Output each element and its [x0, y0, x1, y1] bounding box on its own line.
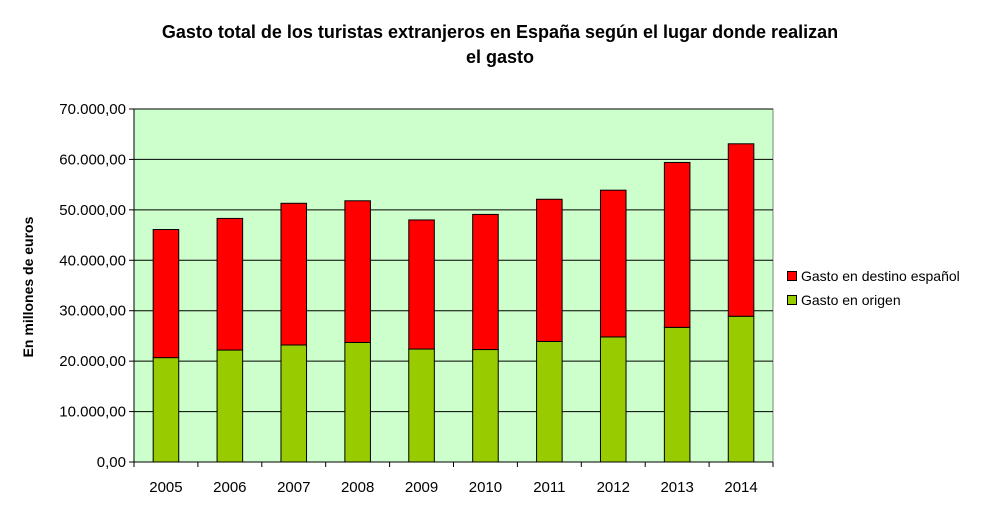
x-tick-label: 2005 — [149, 479, 182, 496]
bar-gasto-origen — [727, 315, 755, 463]
x-tick-label: 2010 — [469, 479, 502, 496]
y-tick-label: 50.000,00 — [59, 202, 126, 219]
bar-gasto-origen — [536, 340, 563, 463]
x-tick-label: 2006 — [213, 479, 246, 496]
y-tick-label: 40.000,00 — [59, 252, 126, 269]
legend-item-origen: Gasto en origen — [787, 288, 960, 312]
legend-label-origen: Gasto en origen — [801, 292, 901, 308]
x-tick-label: 2013 — [660, 479, 693, 496]
bar-gasto-destino — [536, 198, 563, 342]
bar-gasto-destino — [727, 143, 755, 317]
bar-gasto-destino — [472, 213, 499, 351]
bar-gasto-destino — [344, 200, 371, 343]
y-tick-label: 0,00 — [97, 454, 126, 471]
x-tick-label: 2011 — [533, 479, 565, 496]
legend: Gasto en destino español Gasto en origen — [787, 264, 960, 312]
x-tick-label: 2008 — [341, 479, 374, 496]
bar-gasto-origen — [408, 348, 435, 463]
y-tick-labels: 0,00 10.000,00 20.000,00 30.000,00 40.000,00… — [59, 101, 126, 471]
y-tick-label: 10.000,00 — [59, 404, 126, 421]
bars — [152, 143, 755, 463]
chart-title-line-2: el gasto — [465, 47, 535, 67]
bar-gasto-origen — [599, 336, 627, 463]
legend-item-destino: Gasto en destino español — [787, 264, 960, 288]
y-tick-label: 30.000,00 — [59, 303, 126, 320]
x-tick-label: 2009 — [405, 479, 438, 496]
legend-label-destino: Gasto en destino español — [801, 268, 960, 284]
bar-gasto-destino — [152, 229, 180, 359]
bar-gasto-origen — [152, 357, 180, 463]
x-tick-label: 2014 — [724, 479, 757, 496]
legend-swatch-destino — [787, 271, 797, 281]
bar-gasto-destino — [216, 217, 244, 351]
legend-swatch-origen — [787, 295, 797, 305]
bar-gasto-origen — [472, 349, 499, 463]
y-tick-label: 20.000,00 — [59, 353, 126, 370]
x-tick-label: 2007 — [277, 479, 310, 496]
x-tick-label: 2012 — [597, 479, 630, 496]
axes — [129, 108, 774, 467]
y-tick-label: 60.000,00 — [59, 151, 126, 168]
chart-title-line-1: Gasto total de los turistas extranjeros … — [161, 22, 839, 42]
bar-gasto-destino — [408, 219, 435, 350]
y-tick-label: 70.000,00 — [59, 101, 126, 118]
bar-gasto-origen — [663, 326, 691, 463]
bar-gasto-destino — [280, 202, 308, 346]
bar-gasto-origen — [344, 341, 371, 463]
bar-gasto-destino — [599, 189, 627, 338]
bar-gasto-origen — [216, 349, 244, 463]
x-tick-labels: 2005 2006 2007 2008 2009 2010 2011 2012 2013 2014 — [149, 479, 757, 496]
bar-gasto-destino — [663, 161, 691, 328]
chart-title: Gasto total de los turistas extranjeros … — [90, 20, 910, 70]
bar-gasto-origen — [280, 344, 308, 463]
